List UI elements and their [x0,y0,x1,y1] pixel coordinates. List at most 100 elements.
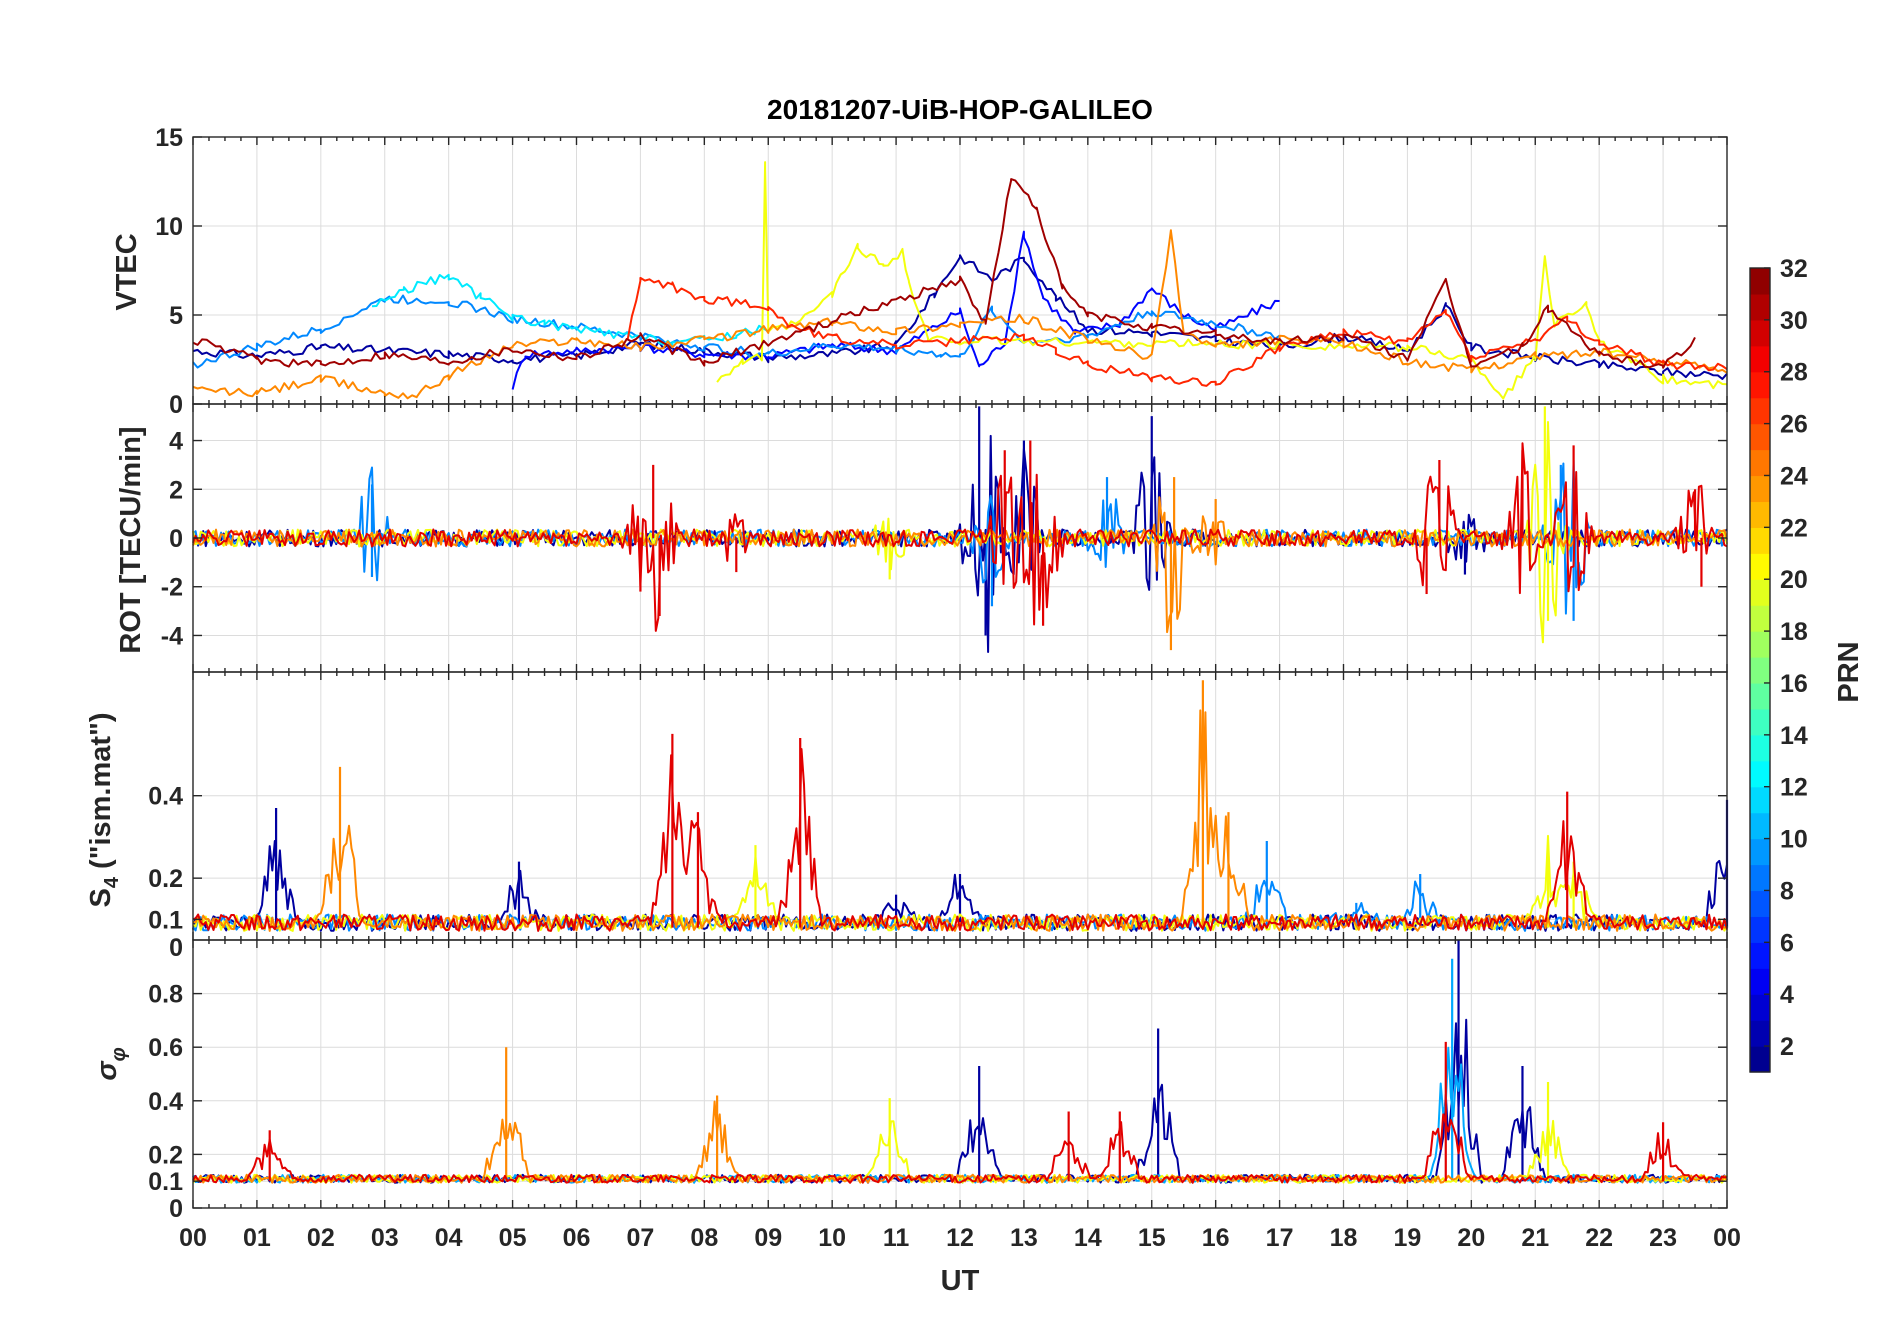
colorbar-segment [1750,631,1770,658]
y-axis-label-s4: S4 ("ism.mat") [85,713,123,908]
colorbar-tick-label: 12 [1780,774,1808,802]
colorbar-segment [1750,449,1770,477]
series-trace-prn-24 [192,496,1728,634]
x-tick-label: 02 [307,1224,335,1252]
series-trace-prn-29 [192,442,1728,632]
series-line-prn-20 [716,161,1728,400]
x-tick-label: 20 [1457,1224,1485,1252]
colorbar-segment [1750,268,1770,295]
y-tick-label: 5 [169,302,183,330]
colorbar-tick-label: 6 [1780,929,1794,957]
y-tick-label: 0.4 [148,1088,183,1116]
series-line-prn-9 [192,294,1281,369]
colorbar-tick-label: 22 [1780,514,1808,542]
colorbar-segment [1750,682,1770,710]
x-tick-label: 14 [1074,1224,1102,1252]
y-tick-label: 0.2 [148,1141,183,1169]
y-tick-label: 2 [169,476,183,504]
x-tick-label: 00 [179,1224,207,1252]
colorbar-segment [1750,890,1770,917]
colorbar-segment [1750,734,1770,762]
colorbar-segment [1750,838,1770,866]
y-tick-label: 0.1 [148,1168,183,1196]
colorbar-segment [1750,657,1770,684]
x-axis-tick-labels: 00 01 02 03 04 05 06 07 08 09 10 11 12 13 14 15 16 17 18 19… [179,1224,1741,1252]
y-tick-label-top: 0 [169,934,183,962]
x-tick-label: 07 [627,1224,655,1252]
x-tick-label: 12 [946,1224,974,1252]
colorbar-tick-label: 32 [1780,255,1808,283]
x-axis-label: UT [941,1265,980,1297]
series-line-prn-31 [192,178,1696,369]
x-tick-label: 06 [563,1224,591,1252]
series-line-prn-27 [626,276,1728,387]
x-tick-label: 00 [1713,1224,1741,1252]
colorbar-segment [1750,501,1770,528]
x-tick-label: 15 [1138,1224,1166,1252]
x-tick-label: 10 [818,1224,846,1252]
x-tick-label: 19 [1394,1224,1422,1252]
colorbar-tick-label: 24 [1780,462,1808,490]
colorbar-segment [1750,527,1770,554]
y-tick-label: 10 [155,213,183,241]
colorbar-segment [1750,1020,1770,1047]
colorbar-segment [1750,553,1770,580]
colorbar-frame [1749,267,1771,1073]
y-tick-label: -2 [161,574,183,602]
x-tick-label: 17 [1266,1224,1294,1252]
x-tick-label: 03 [371,1224,399,1252]
x-tick-label: 09 [754,1224,782,1252]
x-tick-label: 05 [499,1224,527,1252]
series-line-prn-12 [371,273,769,347]
colorbar-segment [1750,371,1770,399]
colorbar-tick-label: 8 [1780,877,1794,905]
x-tick-label: 18 [1330,1224,1358,1252]
y-tick-label: 15 [155,124,183,152]
colorbar-tick-label: 26 [1780,411,1808,439]
colorbar-segment [1750,605,1770,632]
y-tick-label: 0 [169,525,183,553]
x-tick-label: 08 [690,1224,718,1252]
colorbar-segment [1750,812,1770,840]
colorbar-tick-label: 18 [1780,618,1808,646]
colorbar-segment [1750,968,1770,995]
x-tick-label: 11 [883,1224,910,1252]
colorbar-segment [1750,579,1770,606]
colorbar-segment [1750,1046,1770,1073]
series-line-prn-24 [192,229,1728,400]
colorbar-tick-label: 20 [1780,566,1808,594]
colorbar-tick-label: 4 [1780,981,1794,1009]
colorbar-segment [1750,345,1770,373]
colorbar-tick-label: 14 [1780,722,1808,750]
y-tick-label: 0.1 [148,906,183,934]
y-tick-label: 0.2 [148,865,183,893]
y-axis-label-rot: ROT [TECU/min] [115,426,147,653]
colorbar-segment [1750,708,1770,736]
colorbar-segment [1750,293,1770,321]
series-line-prn-2 [192,254,1728,380]
colorbar-segment [1750,319,1770,347]
panel-sigma-phi: 00.10.20.40.60.80 [148,934,1728,1223]
colorbar-tick-label: 16 [1780,670,1808,698]
colorbar-segment [1750,397,1770,425]
x-tick-label: 04 [435,1224,463,1252]
colorbar-segment [1750,864,1770,892]
panel-s4: 0.1 0.2 0.4 [148,671,1729,941]
series-trace-prn-29 [192,748,1728,932]
x-tick-label: 23 [1649,1224,1677,1252]
x-tick-label: 13 [1010,1224,1038,1252]
chart-title: 20181207-UiB-HOP-GALILEO [767,94,1153,125]
y-tick-label: 0 [169,391,183,419]
colorbar-segment [1750,994,1770,1021]
panel-vtec: 0 5 10 15 [155,124,1728,419]
colorbar-segment [1750,916,1770,943]
y-tick-label: 0 [169,1195,183,1223]
x-tick-label: 22 [1585,1224,1613,1252]
x-tick-label: 16 [1202,1224,1230,1252]
y-tick-label: 0.8 [148,981,183,1009]
colorbar-segment [1750,942,1770,969]
colorbar-segment [1750,760,1770,788]
colorbar-segment [1750,423,1770,451]
